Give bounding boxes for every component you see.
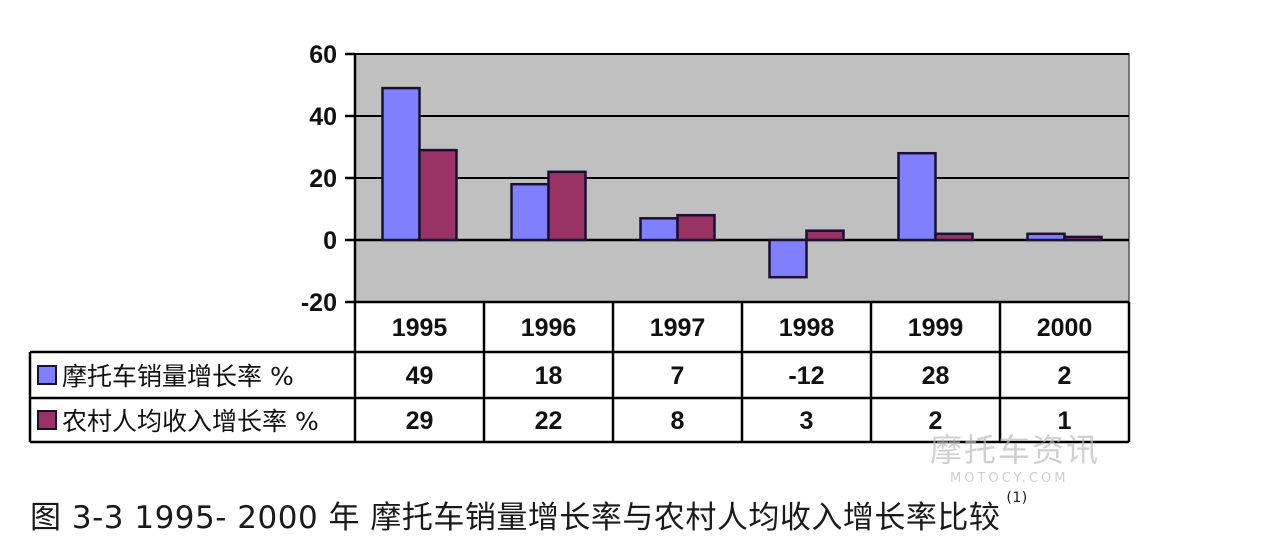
legend-swatch bbox=[37, 410, 57, 430]
watermark-main: 摩托车资讯 bbox=[930, 431, 1101, 469]
bar-income-1998 bbox=[805, 229, 845, 242]
bar-motorcycle-1995 bbox=[381, 86, 421, 242]
table-cell-value: 29 bbox=[406, 407, 434, 435]
bar-income-1997 bbox=[676, 213, 716, 242]
table-cell-value: 8 bbox=[671, 407, 685, 435]
table-cell-value: 2 bbox=[1058, 362, 1072, 390]
category-label: 1999 bbox=[908, 314, 964, 342]
y-tick-label: 60 bbox=[309, 41, 337, 69]
table-cell-value: 2 bbox=[929, 407, 943, 435]
watermark: 摩托车资讯 MOTOCY.COM bbox=[930, 425, 1100, 486]
category-label: 1996 bbox=[521, 314, 577, 342]
watermark-sub: MOTOCY.COM bbox=[950, 471, 1069, 486]
bar-income-1996 bbox=[547, 170, 587, 242]
plot-area bbox=[354, 53, 1130, 303]
bar-income-1999 bbox=[934, 232, 974, 242]
bar-motorcycle-1996 bbox=[510, 182, 550, 242]
table-cell-value: 1 bbox=[1058, 407, 1072, 435]
y-tick-label: 0 bbox=[323, 227, 337, 255]
bar-motorcycle-1999 bbox=[897, 151, 937, 242]
table-cell-value: 7 bbox=[671, 362, 685, 390]
bar-motorcycle-1998 bbox=[768, 238, 808, 279]
bar-motorcycle-2000 bbox=[1026, 232, 1066, 242]
bar-income-2000 bbox=[1063, 235, 1103, 242]
y-tick-label: -20 bbox=[301, 289, 337, 317]
table-cell-value: 28 bbox=[922, 362, 950, 390]
table-cell-value: 49 bbox=[406, 362, 434, 390]
table-cell-value: 22 bbox=[535, 407, 563, 435]
legend-label: 摩托车销量增长率 % bbox=[62, 362, 294, 391]
category-label: 1995 bbox=[392, 314, 448, 342]
y-tick-label: 20 bbox=[309, 165, 337, 193]
caption-text: 图 3-3 1995- 2000 年 摩托车销量增长率与农村人均收入增长率比较 bbox=[30, 500, 1001, 536]
bars bbox=[381, 86, 1103, 279]
caption-footnote: (1) bbox=[1006, 490, 1028, 506]
category-label: 2000 bbox=[1037, 314, 1093, 342]
legend-swatch bbox=[37, 365, 57, 385]
y-tick-label: 40 bbox=[309, 103, 337, 131]
figure-caption: 图 3-3 1995- 2000 年 摩托车销量增长率与农村人均收入增长率比较 (… bbox=[30, 490, 1028, 537]
y-axis: 60 40 20 0 -20 bbox=[301, 41, 357, 317]
table-cell-value: -12 bbox=[788, 362, 824, 390]
bar-motorcycle-1997 bbox=[639, 217, 679, 242]
category-label: 1998 bbox=[779, 314, 835, 342]
table-cell-value: 3 bbox=[800, 407, 814, 435]
category-label: 1997 bbox=[650, 314, 706, 342]
bar-income-1995 bbox=[418, 148, 458, 242]
table-cell-value: 18 bbox=[535, 362, 563, 390]
legend-label: 农村人均收入增长率 % bbox=[62, 407, 319, 436]
